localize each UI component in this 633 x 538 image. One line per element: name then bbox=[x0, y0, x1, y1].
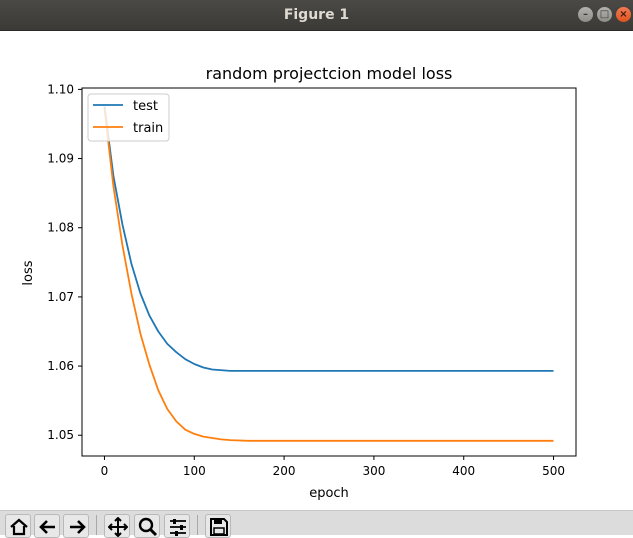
toolbar-separator bbox=[96, 515, 97, 535]
pan-button[interactable] bbox=[104, 514, 130, 538]
arrow-right-icon bbox=[70, 520, 86, 534]
sliders-icon bbox=[170, 519, 186, 536]
toolbar-separator bbox=[197, 515, 198, 535]
loss-chart: 0 100 200 300 400 500 1.05 1.06 1.07 1.08 1.09 1.10… bbox=[21, 64, 577, 501]
close-button[interactable]: × bbox=[616, 7, 631, 22]
chart-title: random projectcion model loss bbox=[206, 64, 453, 83]
zoom-button[interactable] bbox=[134, 514, 160, 538]
navigation-toolbar bbox=[0, 510, 633, 538]
home-button[interactable] bbox=[5, 514, 31, 538]
x-tick-label: 400 bbox=[452, 464, 475, 478]
maximize-icon: □ bbox=[599, 9, 610, 20]
y-tick-label: 1.06 bbox=[47, 359, 74, 373]
y-tick-label: 1.09 bbox=[47, 152, 74, 166]
floppy-disk-icon bbox=[210, 518, 228, 536]
y-tick-label: 1.07 bbox=[47, 290, 74, 304]
x-tick-label: 200 bbox=[273, 464, 296, 478]
move-icon bbox=[108, 517, 128, 537]
minimize-button[interactable]: – bbox=[578, 7, 593, 22]
figure-canvas: 0 100 200 300 400 500 1.05 1.06 1.07 1.08 1.09 1.10… bbox=[0, 31, 633, 510]
y-axis-label: loss bbox=[21, 260, 36, 285]
x-tick-label: 500 bbox=[542, 464, 565, 478]
zoom-icon bbox=[138, 517, 158, 537]
x-tick-label: 0 bbox=[101, 464, 109, 478]
close-icon: × bbox=[619, 9, 628, 20]
arrow-left-icon bbox=[39, 520, 55, 534]
y-tick-label: 1.05 bbox=[47, 428, 74, 442]
x-tick-label: 100 bbox=[183, 464, 206, 478]
legend-label-train: train bbox=[133, 121, 163, 136]
maximize-button[interactable]: □ bbox=[597, 7, 612, 22]
legend: test train bbox=[87, 93, 170, 142]
legend-label-test: test bbox=[133, 99, 158, 114]
home-icon bbox=[10, 518, 28, 536]
x-axis-label: epoch bbox=[309, 486, 349, 501]
back-button[interactable] bbox=[34, 514, 60, 538]
minimize-icon: – bbox=[583, 9, 588, 20]
plot-area bbox=[81, 87, 577, 457]
configure-subplots-button[interactable] bbox=[164, 514, 190, 538]
x-tick-label: 300 bbox=[362, 464, 385, 478]
forward-button[interactable] bbox=[63, 514, 89, 538]
axis-ticks: 0 100 200 300 400 500 1.05 1.06 1.07 1.08 1.09 1.10 bbox=[47, 82, 565, 478]
y-tick-label: 1.10 bbox=[47, 82, 74, 96]
window-title: Figure 1 bbox=[283, 7, 350, 23]
window-titlebar: Figure 1 – □ × bbox=[0, 0, 633, 31]
save-button[interactable] bbox=[205, 514, 231, 538]
series-line-test bbox=[103, 106, 554, 372]
y-tick-label: 1.08 bbox=[47, 221, 74, 235]
series-line-train bbox=[103, 108, 554, 442]
series-lines bbox=[103, 106, 554, 442]
